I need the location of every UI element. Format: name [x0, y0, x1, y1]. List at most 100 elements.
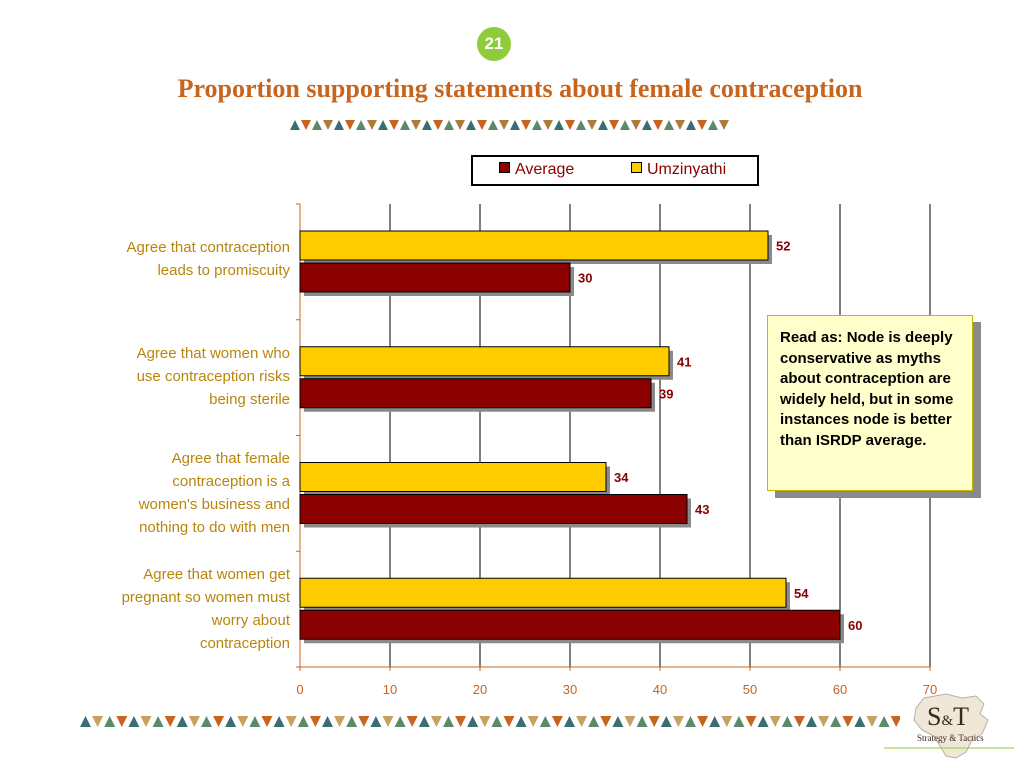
deco-triangle: [675, 120, 685, 130]
x-tick-label: 40: [653, 682, 667, 697]
deco-triangle: [842, 716, 854, 727]
deco-triangle: [781, 716, 793, 727]
deco-triangle: [612, 716, 624, 727]
deco-triangle: [430, 716, 442, 727]
deco-triangle: [527, 716, 539, 727]
deco-triangle: [358, 716, 370, 727]
x-tick-label: 0: [296, 682, 303, 697]
deco-triangle: [890, 716, 900, 727]
deco-triangle: [499, 120, 509, 130]
deco-triangle: [664, 120, 674, 130]
legend-label-umzinyathi: Umzinyathi: [647, 161, 727, 178]
deco-triangle: [719, 120, 729, 130]
deco-triangle: [598, 120, 608, 130]
deco-triangle: [444, 120, 454, 130]
deco-triangle: [290, 120, 300, 130]
deco-triangle: [685, 716, 696, 727]
decorative-triangle-border-top: [290, 120, 729, 130]
deco-triangle: [878, 716, 890, 727]
deco-triangle: [636, 716, 648, 727]
deco-triangle: [697, 120, 707, 130]
deco-triangle: [455, 716, 467, 727]
deco-triangle: [620, 120, 630, 130]
deco-triangle: [346, 716, 358, 727]
deco-triangle: [721, 716, 733, 727]
deco-triangle: [176, 716, 188, 727]
deco-triangle: [322, 716, 333, 727]
deco-triangle: [642, 120, 652, 130]
deco-triangle: [418, 716, 430, 727]
africa-map-logo-icon: [884, 693, 1014, 759]
deco-triangle: [128, 716, 140, 727]
deco-triangle: [521, 120, 531, 130]
slide-number-badge: 21: [477, 27, 511, 61]
deco-triangle: [356, 120, 366, 130]
legend-swatch-umzinyathi: [631, 162, 642, 174]
deco-triangle: [249, 716, 261, 727]
category-label: Agree that women get pregnant so women m…: [121, 566, 290, 652]
deco-triangle: [201, 716, 212, 727]
deco-triangle: [576, 120, 586, 130]
deco-triangle: [793, 716, 805, 727]
x-tick-label: 10: [383, 682, 397, 697]
deco-triangle: [588, 716, 600, 727]
deco-triangle: [237, 716, 249, 727]
deco-triangle: [479, 716, 491, 727]
deco-triangle: [745, 716, 757, 727]
deco-triangle: [422, 120, 432, 130]
deco-triangle: [491, 716, 503, 727]
bar-value-label: 60: [848, 618, 862, 633]
deco-triangle: [378, 120, 388, 130]
deco-triangle: [660, 716, 672, 727]
deco-triangle: [389, 120, 399, 130]
bar-umzinyathi: [299, 462, 607, 492]
deco-triangle: [455, 120, 465, 130]
legend-item-umzinyathi: Umzinyathi: [631, 160, 726, 180]
deco-triangle: [697, 716, 709, 727]
deco-triangle: [188, 716, 200, 727]
deco-triangle: [261, 716, 273, 727]
deco-triangle: [297, 716, 309, 727]
deco-triangle: [565, 120, 575, 130]
deco-triangle: [769, 716, 781, 727]
deco-triangle: [564, 716, 575, 727]
deco-triangle: [866, 716, 878, 727]
deco-triangle: [733, 716, 745, 727]
x-tick-label: 50: [743, 682, 757, 697]
deco-triangle: [576, 716, 588, 727]
category-label: Agree that women who use contraception r…: [136, 345, 290, 408]
deco-triangle: [806, 716, 817, 727]
deco-triangle: [672, 716, 684, 727]
deco-triangle: [600, 716, 612, 727]
deco-triangle: [818, 716, 830, 727]
deco-triangle: [532, 120, 542, 130]
deco-triangle: [624, 716, 636, 727]
deco-triangle: [443, 716, 454, 727]
deco-triangle: [648, 716, 660, 727]
bar-value-label: 39: [659, 386, 673, 401]
deco-triangle: [757, 716, 769, 727]
deco-triangle: [152, 716, 164, 727]
deco-triangle: [587, 120, 597, 130]
deco-triangle: [334, 716, 346, 727]
legend-item-average: Average: [499, 160, 574, 180]
deco-triangle: [433, 120, 443, 130]
deco-triangle: [394, 716, 406, 727]
deco-triangle: [543, 120, 553, 130]
x-tick-label: 60: [833, 682, 847, 697]
bar-value-label: 52: [776, 239, 790, 254]
deco-triangle: [285, 716, 297, 727]
deco-triangle: [323, 120, 333, 130]
deco-triangle: [488, 120, 498, 130]
deco-triangle: [467, 716, 479, 727]
deco-triangle: [367, 120, 377, 130]
chart-legend: Average Umzinyathi: [471, 155, 759, 186]
deco-triangle: [92, 716, 104, 727]
deco-triangle: [510, 120, 520, 130]
deco-triangle: [631, 120, 641, 130]
legend-swatch-average: [499, 162, 510, 174]
deco-triangle: [686, 120, 696, 130]
deco-triangle: [334, 120, 344, 130]
deco-triangle: [539, 716, 551, 727]
bar-value-label: 43: [695, 502, 709, 517]
